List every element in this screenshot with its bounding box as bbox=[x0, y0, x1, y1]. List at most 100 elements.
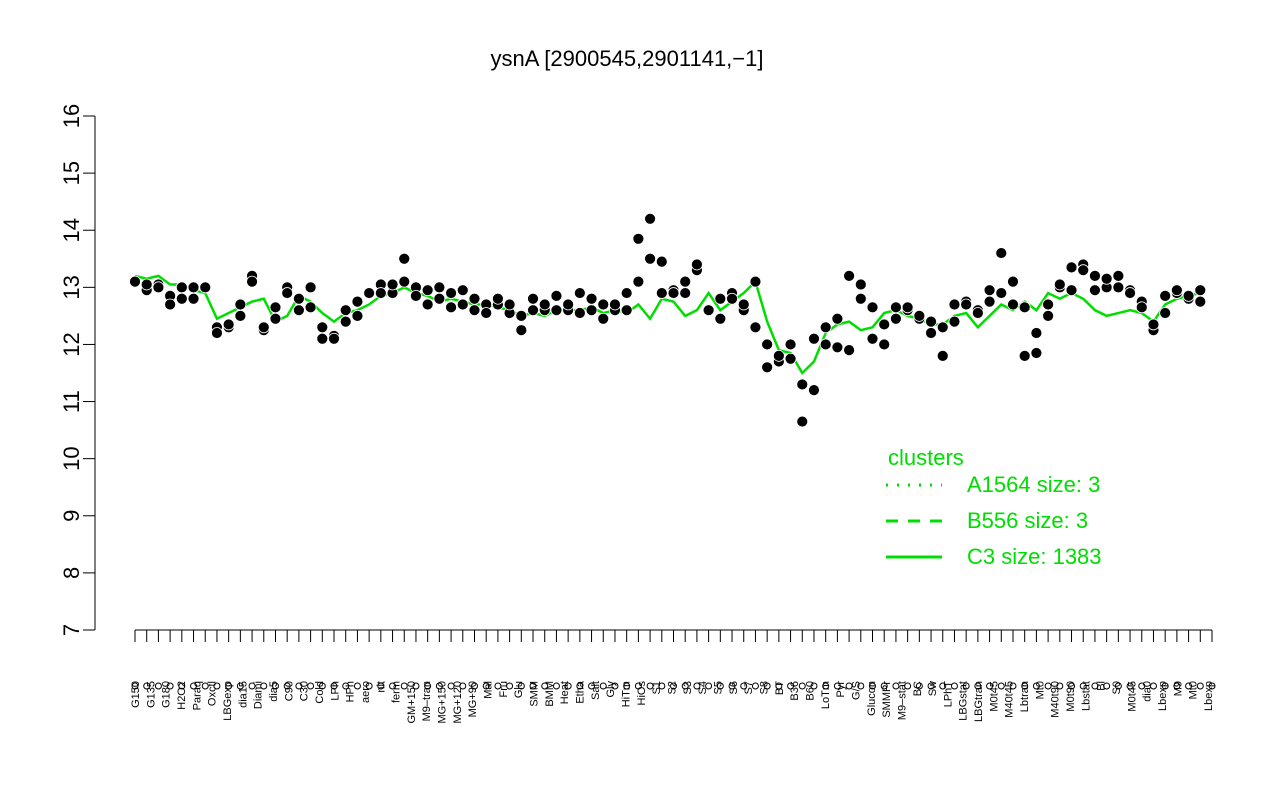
data-point bbox=[714, 292, 727, 305]
data-point bbox=[573, 287, 586, 299]
data-point bbox=[363, 287, 376, 299]
data-point bbox=[246, 275, 258, 288]
data-point bbox=[234, 298, 247, 311]
rug-mark bbox=[1138, 682, 1146, 690]
rug-mark bbox=[1161, 682, 1169, 690]
rug-mark bbox=[213, 682, 221, 690]
data-point bbox=[679, 287, 692, 299]
data-point bbox=[421, 284, 434, 297]
rug-mark bbox=[740, 682, 748, 690]
x-tick-label: LPh bbox=[329, 681, 341, 701]
data-point bbox=[854, 292, 867, 305]
rug-mark bbox=[670, 682, 677, 690]
data-point bbox=[936, 321, 949, 334]
rug-mark bbox=[716, 682, 724, 690]
rug-mark bbox=[459, 682, 467, 690]
rug-mark bbox=[646, 682, 654, 690]
rug-mark bbox=[482, 682, 490, 690]
x-tick-label: Bl bbox=[1096, 681, 1108, 691]
rug-mark bbox=[576, 682, 584, 690]
data-point bbox=[948, 315, 961, 328]
x-tick-label: HiOs bbox=[636, 681, 648, 706]
rug-mark bbox=[751, 682, 759, 690]
data-point bbox=[655, 287, 668, 299]
data-point bbox=[386, 278, 399, 291]
x-tick-label: Sw bbox=[927, 681, 939, 696]
rug-mark bbox=[833, 682, 841, 690]
data-point bbox=[1053, 278, 1066, 291]
data-point bbox=[1065, 284, 1078, 297]
data-point bbox=[971, 307, 984, 319]
data-point bbox=[456, 284, 469, 297]
x-tick-label: Mt0 bbox=[1034, 681, 1046, 699]
rug-mark bbox=[564, 682, 572, 690]
rug-mark bbox=[1114, 682, 1122, 690]
y-tick-label: 9 bbox=[59, 510, 84, 522]
x-tick-label: Diami bbox=[253, 681, 265, 709]
x-tick-label: HPh bbox=[345, 681, 357, 702]
rug-mark bbox=[271, 682, 279, 690]
rug-mark bbox=[588, 682, 596, 690]
x-tick-label: Mal bbox=[483, 681, 495, 699]
rug-mark bbox=[178, 682, 186, 690]
y-tick-label: 11 bbox=[59, 390, 84, 413]
rug-mark bbox=[1196, 682, 1204, 690]
y-axis: 7 8 9 10 11 12 13 14 15 16 bbox=[59, 104, 96, 636]
rug-mark bbox=[904, 682, 912, 690]
data-point bbox=[644, 252, 656, 265]
data-point bbox=[995, 247, 1008, 259]
rug-mark bbox=[166, 682, 174, 690]
x-tick-label: nit bbox=[375, 681, 387, 693]
rug-mark bbox=[681, 682, 689, 690]
rug-mark bbox=[845, 682, 853, 690]
x-tick-label: M9–stat bbox=[896, 681, 908, 720]
rug-mark bbox=[693, 682, 701, 690]
data-points bbox=[129, 212, 1207, 428]
data-point bbox=[199, 281, 212, 294]
data-point bbox=[737, 298, 750, 311]
rug-mark bbox=[927, 682, 935, 690]
data-point bbox=[351, 295, 364, 308]
data-point bbox=[620, 287, 633, 299]
chart-title: ysnA [2900545,2901141,−1] bbox=[490, 46, 763, 71]
x-tick-label: aero bbox=[360, 681, 372, 703]
data-point bbox=[410, 289, 422, 302]
data-point bbox=[761, 338, 774, 351]
data-point bbox=[620, 304, 633, 317]
rug-mark bbox=[611, 682, 619, 690]
x-tick-label: B36 bbox=[789, 681, 801, 701]
data-point bbox=[187, 281, 200, 294]
rug-mark bbox=[1173, 682, 1181, 690]
data-point bbox=[515, 309, 528, 322]
data-point bbox=[983, 295, 996, 308]
rug-mark bbox=[939, 682, 947, 690]
data-point bbox=[398, 275, 411, 288]
data-point bbox=[1170, 284, 1183, 297]
data-point bbox=[515, 324, 528, 337]
rug-mark bbox=[634, 682, 642, 690]
data-point bbox=[304, 281, 317, 294]
data-point bbox=[550, 289, 563, 302]
rug-mark bbox=[798, 682, 806, 690]
data-point bbox=[691, 258, 703, 271]
x-tick-label: S5 bbox=[712, 681, 724, 694]
data-point bbox=[573, 307, 586, 319]
data-point bbox=[983, 284, 996, 297]
data-point bbox=[772, 349, 785, 362]
data-point bbox=[269, 301, 282, 314]
data-point bbox=[1077, 264, 1090, 277]
data-point bbox=[222, 318, 235, 331]
data-point bbox=[1018, 301, 1031, 314]
data-point bbox=[433, 281, 446, 294]
rug-mark bbox=[1091, 682, 1099, 690]
data-point bbox=[1135, 301, 1148, 314]
y-tick-label: 10 bbox=[59, 446, 84, 470]
data-point bbox=[808, 332, 820, 345]
data-point bbox=[351, 309, 364, 322]
data-point bbox=[585, 292, 598, 305]
rug-mark bbox=[1044, 682, 1052, 690]
x-tick-label: Fru bbox=[498, 681, 510, 698]
x-tick-label: BMM bbox=[544, 681, 556, 707]
x-tick-label: B60 bbox=[804, 681, 816, 701]
